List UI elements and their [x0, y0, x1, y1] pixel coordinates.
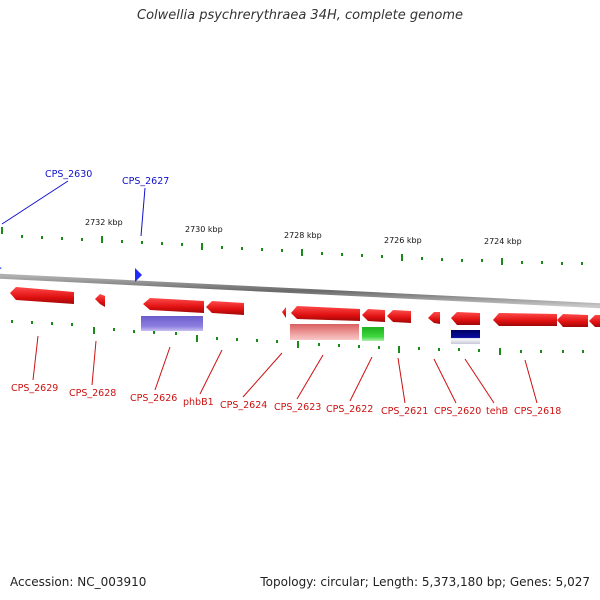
- label-cps-2622[interactable]: CPS_2622: [326, 404, 373, 415]
- kbp-label-2724: 2724 kbp: [484, 237, 522, 246]
- leader-line-cps-2627: [140, 187, 146, 237]
- upper-scale-ticks: [1, 227, 583, 265]
- gene-cps-2626-arrow[interactable]: [143, 298, 204, 313]
- reverse-strand-genes: [10, 287, 600, 327]
- kbp-label-2730: 2730 kbp: [185, 225, 223, 234]
- kbp-label-2728: 2728 kbp: [284, 231, 322, 240]
- gene-cps-2618-arrow[interactable]: [493, 313, 557, 326]
- feature-box-pink[interactable]: [290, 324, 359, 340]
- label-cps-2620[interactable]: CPS_2620: [434, 406, 481, 417]
- gene-cps-2620-arrow[interactable]: [428, 312, 440, 324]
- leader-line-cps-2630: [1, 180, 69, 225]
- label-cps-2627[interactable]: CPS_2627: [122, 176, 169, 187]
- feature-box-green[interactable]: [362, 327, 384, 341]
- label-cps-2621[interactable]: CPS_2621: [381, 406, 428, 417]
- feature-box-navy[interactable]: [451, 330, 480, 344]
- label-cps-2623[interactable]: CPS_2623: [274, 402, 321, 413]
- gene-cps-2628-arrow[interactable]: [95, 294, 105, 307]
- gene-cps-2622-arrow[interactable]: [362, 309, 385, 322]
- gene-cps-2629-arrow[interactable]: [10, 287, 74, 304]
- label-phbb1[interactable]: phbB1: [183, 397, 214, 408]
- label-cps-2630[interactable]: CPS_2630: [45, 169, 92, 180]
- lower-scale-ticks: [11, 320, 584, 355]
- gene-phbb1-arrow[interactable]: [206, 301, 244, 315]
- gene-cps-2624-arrow[interactable]: [282, 307, 286, 318]
- label-cps-2618[interactable]: CPS_2618: [514, 406, 561, 417]
- label-cps-2626[interactable]: CPS_2626: [130, 393, 177, 404]
- kbp-label-2726: 2726 kbp: [384, 236, 422, 245]
- accession-text: Accession: NC_003910: [10, 575, 147, 589]
- label-cps-2624[interactable]: CPS_2624: [220, 400, 267, 411]
- genome-backbone: [0, 273, 600, 309]
- label-tehb[interactable]: tehB: [486, 406, 508, 417]
- page-title: Colwellia psychrerythraea 34H, complete …: [137, 8, 463, 23]
- red-leader-lines: [32, 335, 538, 404]
- gene-segment-b[interactable]: [589, 315, 600, 327]
- genome-summary-text: Topology: circular; Length: 5,373,180 bp…: [260, 575, 590, 589]
- gene-segment-a[interactable]: [557, 314, 588, 327]
- feature-box-purple[interactable]: [141, 316, 203, 331]
- label-cps-2629[interactable]: CPS_2629: [11, 383, 58, 394]
- kbp-label-2732: 2732 kbp: [85, 218, 123, 227]
- gene-tehb-arrow[interactable]: [451, 312, 480, 325]
- label-cps-2628[interactable]: CPS_2628: [69, 388, 116, 399]
- gene-cps-2630-arrow[interactable]: [0, 266, 2, 271]
- gene-cps-2627-arrow[interactable]: [135, 268, 142, 282]
- gene-cps-2623-arrow[interactable]: [291, 306, 360, 321]
- gene-cps-2621-arrow[interactable]: [387, 310, 411, 323]
